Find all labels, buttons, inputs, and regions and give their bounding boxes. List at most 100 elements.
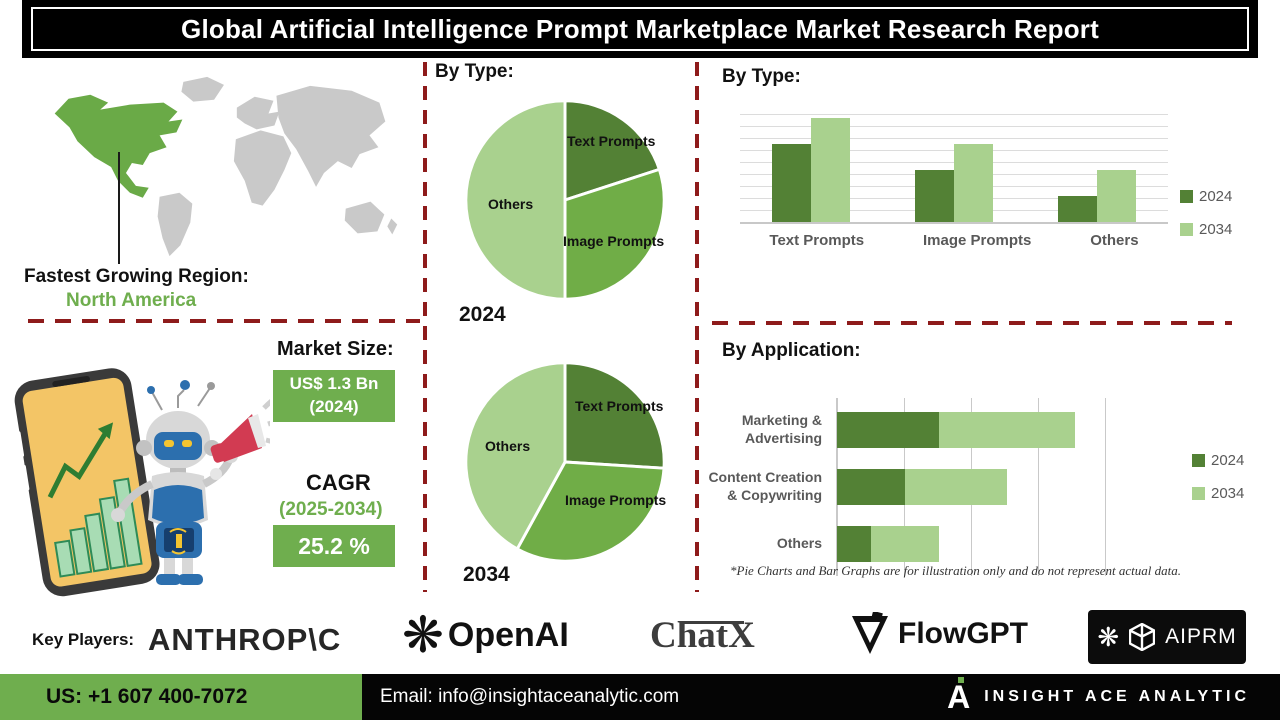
- hbar-row-others: [837, 526, 939, 562]
- hbar-segment-2034: [871, 526, 939, 562]
- pie-slice-others: [464, 99, 567, 301]
- bar-group-others: [1057, 108, 1136, 222]
- divider-left: [28, 319, 420, 323]
- map-africa: [233, 130, 292, 206]
- logo-flowgpt: FlowGPT: [850, 612, 1028, 656]
- phone-bar-chart: [54, 477, 143, 578]
- map-europe: [236, 96, 280, 130]
- cagr-value: 25.2 %: [298, 532, 370, 559]
- map-pointer-line: [118, 152, 120, 264]
- bar-chart-categories: Text Prompts Image Prompts Others: [740, 232, 1168, 249]
- bar-2034-image-prompts: [953, 144, 993, 222]
- pie2-label-text-prompts: Text Prompts: [575, 398, 664, 414]
- hbar-segment-2034: [939, 412, 1075, 448]
- pie-chart-2034: [464, 361, 666, 563]
- aiprm-name: AIPRM: [1165, 625, 1237, 648]
- legend-label-2024: 2024: [1211, 452, 1245, 469]
- cube-icon: [1129, 623, 1156, 651]
- map-island: [387, 218, 398, 235]
- pie-slice-text-prompts: [563, 99, 661, 202]
- logo-aiprm: ❋ AIPRM: [1088, 610, 1246, 664]
- legend-label-2024: 2024: [1199, 188, 1233, 205]
- market-size-value-box: US$ 1.3 Bn (2024): [273, 370, 395, 422]
- market-size-heading: Market Size:: [277, 338, 394, 360]
- legend-swatch-2034: [1180, 223, 1193, 236]
- pie1-label-image-prompts: Image Prompts: [563, 233, 665, 249]
- flowgpt-name: FlowGPT: [898, 617, 1028, 650]
- title-bar: Global Artificial Intelligence Prompt Ma…: [22, 0, 1258, 58]
- phone-trend-arrow: [47, 422, 114, 499]
- brand-name: INSIGHT ACE ANALYTIC: [984, 688, 1250, 705]
- pie-slice-others: [464, 361, 567, 551]
- application-chart-plot: [836, 398, 1108, 576]
- map-south-america: [157, 192, 193, 257]
- bar-chart-legend: 2024 2034: [1180, 188, 1232, 238]
- pie-slice-text-prompts: [563, 361, 666, 470]
- fastest-region-label: Fastest Growing Region:: [24, 266, 249, 287]
- pie2-label-image-prompts: Image Prompts: [565, 492, 667, 508]
- map-continents: [157, 76, 398, 257]
- footer-bar: US: +1 607 400-7072 Email: info@insighta…: [0, 674, 1280, 720]
- openai-name: OpenAI: [447, 615, 569, 654]
- application-chart-legend: 2024 2034: [1192, 452, 1244, 502]
- hbar-label: Content Creation & Copywriting: [708, 469, 822, 503]
- bar-group-text-prompts: [772, 108, 851, 222]
- cagr-range: (2025-2034): [279, 499, 383, 520]
- hbar-segment-2024: [837, 526, 871, 562]
- pie-section-title: By Type:: [435, 61, 514, 82]
- application-section-title: By Application:: [722, 340, 861, 361]
- divider-right: [712, 321, 1232, 325]
- map-asia: [276, 85, 386, 187]
- bar-2024-text-prompts: [772, 144, 812, 222]
- legend-swatch-2034: [1192, 487, 1205, 500]
- legend-label-2034: 2034: [1199, 221, 1233, 238]
- title-frame: Global Artificial Intelligence Prompt Ma…: [31, 7, 1249, 51]
- hbar-segment-2024: [837, 469, 905, 505]
- pie-slice-image-prompts: [515, 460, 666, 563]
- robot-phone-illustration: [14, 368, 270, 597]
- map-north-america: [54, 94, 183, 198]
- bar-2034-text-prompts: [811, 118, 851, 222]
- pie-slice-image-prompts: [563, 167, 666, 301]
- logo-anthropic: ANTHROP\C: [148, 622, 342, 657]
- hbar-segment-2034: [905, 469, 1007, 505]
- bar-2024-others: [1057, 196, 1097, 222]
- bar-2034-others: [1096, 170, 1136, 222]
- robot-illustration: [111, 380, 270, 585]
- sound-lines: [262, 399, 270, 444]
- footer-phone: US: +1 607 400-7072: [0, 674, 362, 720]
- hbar-row-content-creation-copywriting: [837, 469, 1007, 505]
- hbar-row-marketing-advertising: [837, 412, 1075, 448]
- legend-swatch-2024: [1192, 454, 1205, 467]
- pie1-label-text-prompts: Text Prompts: [567, 133, 656, 149]
- key-players-label: Key Players:: [32, 630, 135, 649]
- bar-category-label: Text Prompts: [769, 232, 865, 249]
- legend-label-2034: 2034: [1211, 485, 1245, 502]
- divider-mid-left: [423, 62, 427, 592]
- flowgpt-icon: [852, 612, 888, 654]
- disclaimer-footnote: *Pie Charts and Bar Graphs are for illus…: [730, 563, 1182, 578]
- fastest-region-value: North America: [66, 290, 197, 311]
- bar-2024-image-prompts: [914, 170, 954, 222]
- bar-section-title: By Type:: [722, 66, 801, 87]
- megaphone-icon: [210, 414, 266, 463]
- pie2-year-label: 2034: [463, 563, 510, 586]
- hbar-label: Marketing & Advertising: [741, 412, 822, 446]
- bar-category-label: Image Prompts: [922, 232, 1032, 249]
- pie2-label-others: Others: [485, 438, 531, 454]
- chatx-overline-decoration: [682, 621, 744, 624]
- phone-illustration: [14, 368, 160, 597]
- bar-chart-plot: [740, 108, 1168, 224]
- openai-knot-icon: ❋: [402, 607, 444, 663]
- bar-category-label: Others: [1090, 232, 1139, 249]
- logo-dot: [958, 677, 965, 683]
- openai-knot-icon: ❋: [1097, 622, 1120, 652]
- market-size-value: US$ 1.3 Bn: [289, 374, 379, 394]
- pie1-year-label: 2024: [459, 303, 506, 326]
- divider-mid-right: [695, 62, 699, 592]
- pie1-label-others: Others: [488, 196, 534, 212]
- cagr-value-box: 25.2 %: [273, 525, 395, 567]
- world-map: [54, 76, 398, 257]
- bar-group-image-prompts: [914, 108, 993, 222]
